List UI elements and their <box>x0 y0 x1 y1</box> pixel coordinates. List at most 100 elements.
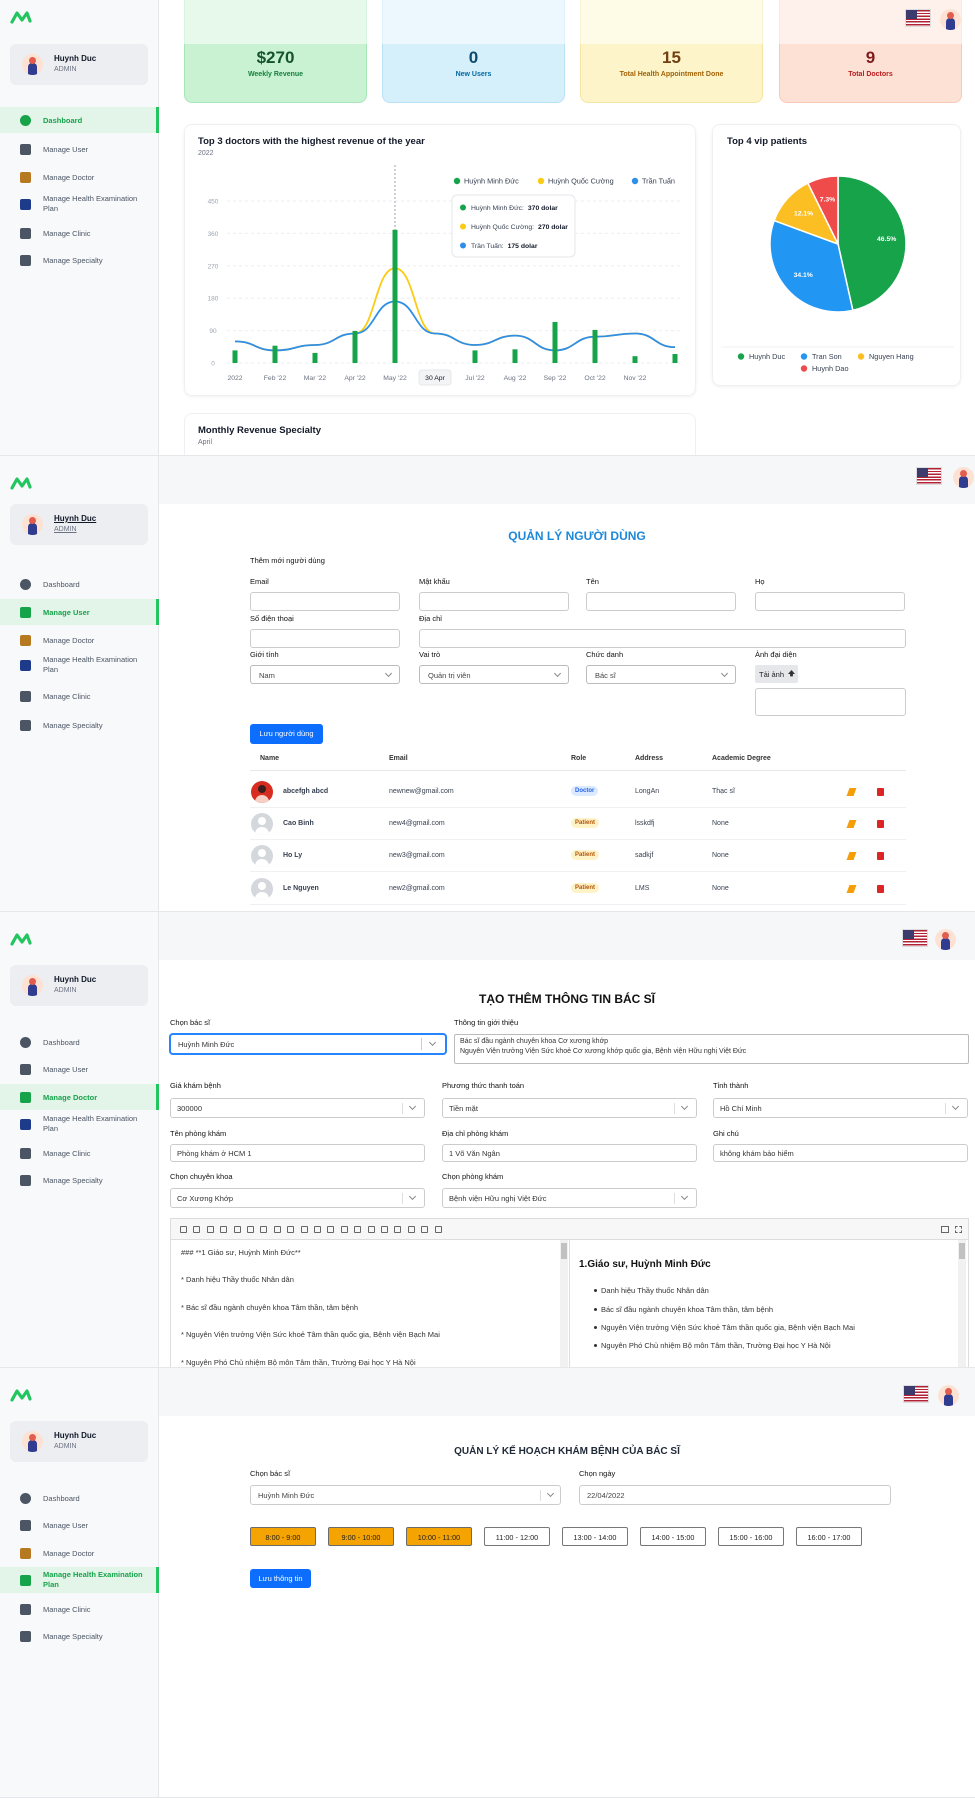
date-input[interactable]: 22/04/2022 <box>579 1485 891 1505</box>
time-slot[interactable]: 10:00 - 11:00 <box>406 1527 472 1546</box>
select[interactable]: Nam <box>250 665 400 684</box>
time-slot-label[interactable]: 9:00 - 10:00 <box>341 1533 381 1542</box>
nav-item[interactable]: Manage Doctor <box>0 164 159 190</box>
save-button[interactable]: Lưu thông tin <box>250 1569 311 1588</box>
select[interactable]: Hồ Chí Minh <box>713 1098 968 1118</box>
time-slot[interactable]: 16:00 - 17:00 <box>796 1527 862 1546</box>
nav-label[interactable]: Manage Doctor <box>43 173 95 182</box>
nav-item[interactable]: Manage User <box>0 1512 159 1538</box>
nav-item[interactable]: Dashboard <box>0 107 159 133</box>
nav-label[interactable]: Dashboard <box>43 580 80 589</box>
time-slot-label[interactable]: 11:00 - 12:00 <box>495 1533 539 1542</box>
text-input[interactable] <box>755 592 905 611</box>
nav-item[interactable]: Manage User <box>0 136 159 162</box>
nav-label[interactable]: Manage Clinic <box>43 692 91 701</box>
delete-icon[interactable] <box>877 820 884 828</box>
text-input[interactable] <box>250 592 400 611</box>
toolbar-icon[interactable] <box>354 1226 362 1233</box>
nav-label[interactable]: Manage User <box>43 608 90 617</box>
nav-label[interactable]: Manage Specialty <box>43 721 103 730</box>
time-slot[interactable]: 9:00 - 10:00 <box>328 1527 394 1546</box>
text-input[interactable]: 1 Võ Văn Ngân <box>442 1144 697 1162</box>
nav-item[interactable]: Manage Doctor <box>0 1540 159 1566</box>
toolbar-icon[interactable] <box>233 1226 241 1233</box>
select[interactable]: Cơ Xương Khớp <box>170 1188 425 1208</box>
upload-button[interactable]: Tải ảnh <box>755 665 798 683</box>
toolbar-icon[interactable] <box>327 1226 335 1233</box>
save-button[interactable]: Lưu người dùng <box>250 724 323 744</box>
nav-label[interactable]: Manage Doctor <box>43 1549 95 1558</box>
toolbar-icon[interactable] <box>367 1226 375 1233</box>
nav-label[interactable]: Manage Specialty <box>43 1176 103 1185</box>
language-flag[interactable] <box>903 1385 929 1403</box>
nav-label[interactable]: Manage Clinic <box>43 229 91 238</box>
toolbar-icon[interactable] <box>193 1226 201 1233</box>
nav-label[interactable]: Manage User <box>43 1521 89 1530</box>
delete-icon[interactable] <box>877 788 884 796</box>
select[interactable]: Quản trị viên <box>419 665 569 684</box>
nav-label[interactable]: Manage Clinic <box>43 1149 91 1158</box>
time-slot[interactable]: 13:00 - 14:00 <box>562 1527 628 1546</box>
nav-item[interactable]: Manage Specialty <box>0 1623 159 1649</box>
header-avatar[interactable] <box>935 929 956 950</box>
nav-label[interactable]: Manage Doctor <box>43 1093 98 1102</box>
toolbar-icon[interactable] <box>273 1226 281 1233</box>
edit-icon[interactable] <box>846 852 857 860</box>
text-input[interactable] <box>419 629 906 648</box>
toolbar-icon[interactable] <box>300 1226 308 1233</box>
nav-item[interactable]: Manage Specialty <box>0 1167 159 1193</box>
language-flag[interactable] <box>916 467 942 485</box>
nav-label[interactable]: Manage User <box>43 1065 89 1074</box>
delete-icon[interactable] <box>877 852 884 860</box>
nav-item[interactable]: Manage Clinic <box>0 220 159 246</box>
nav-label[interactable]: Dashboard <box>43 1494 80 1503</box>
toolbar-icon[interactable] <box>381 1226 388 1233</box>
delete-icon[interactable] <box>877 885 884 893</box>
time-slot[interactable]: 15:00 - 16:00 <box>718 1527 784 1546</box>
language-flag[interactable] <box>902 929 928 947</box>
nav-item[interactable]: Manage Doctor <box>0 1084 159 1110</box>
nav-label[interactable]: Manage Doctor <box>43 636 95 645</box>
toolbar-icon[interactable] <box>340 1226 348 1233</box>
text-input[interactable] <box>419 592 569 611</box>
nav-item[interactable]: Manage Specialty <box>0 712 159 738</box>
nav-label[interactable]: Manage Health Examination Plan <box>43 1570 143 1589</box>
toolbar-icon[interactable] <box>955 1226 962 1233</box>
edit-icon[interactable] <box>846 820 857 828</box>
time-slot-label[interactable]: 10:00 - 11:00 <box>417 1533 461 1542</box>
toolbar-icon[interactable] <box>220 1226 228 1233</box>
save-button-label[interactable]: Lưu người dùng <box>259 729 314 738</box>
toolbar-icon[interactable] <box>394 1226 402 1233</box>
nav-item[interactable]: Manage Health Examination Plan <box>0 652 159 678</box>
time-slot[interactable]: 11:00 - 12:00 <box>484 1527 550 1546</box>
text-input[interactable] <box>586 592 736 611</box>
time-slot-label[interactable]: 14:00 - 15:00 <box>651 1533 695 1542</box>
toolbar-icon[interactable] <box>421 1226 429 1233</box>
nav-item[interactable]: Manage Clinic <box>0 1596 159 1622</box>
header-avatar[interactable] <box>953 467 974 488</box>
nav-item[interactable]: Manage Specialty <box>0 247 159 273</box>
nav-item[interactable]: Manage Health Examination Plan <box>0 1111 159 1137</box>
toolbar-icon[interactable] <box>247 1226 254 1233</box>
nav-item[interactable]: Dashboard <box>0 1485 159 1511</box>
nav-item[interactable]: Manage Health Examination Plan <box>0 191 159 217</box>
nav-item[interactable]: Manage Clinic <box>0 683 159 709</box>
nav-label[interactable]: Manage Health Examination Plan <box>43 655 138 674</box>
toolbar-icon[interactable] <box>180 1226 187 1233</box>
nav-item[interactable]: Dashboard <box>0 1029 159 1055</box>
header-avatar[interactable] <box>938 1385 959 1406</box>
select[interactable]: Bác sĩ <box>586 665 736 684</box>
nav-item[interactable]: Manage Doctor <box>0 627 159 653</box>
nav-item[interactable]: Dashboard <box>0 571 159 597</box>
nav-label[interactable]: Manage User <box>43 145 89 154</box>
nav-label[interactable]: Manage Clinic <box>43 1605 91 1614</box>
header-avatar[interactable] <box>940 9 961 30</box>
text-input[interactable]: không khám bảo hiểm <box>713 1144 968 1162</box>
edit-icon[interactable] <box>846 885 857 893</box>
nav-item[interactable]: Manage User <box>0 599 159 625</box>
save-button-label[interactable]: Lưu thông tin <box>258 1574 303 1583</box>
edit-icon[interactable] <box>846 788 857 796</box>
time-slot-label[interactable]: 16:00 - 17:00 <box>807 1533 851 1542</box>
toolbar-icon[interactable] <box>941 1226 949 1233</box>
toolbar-icon[interactable] <box>287 1226 295 1233</box>
